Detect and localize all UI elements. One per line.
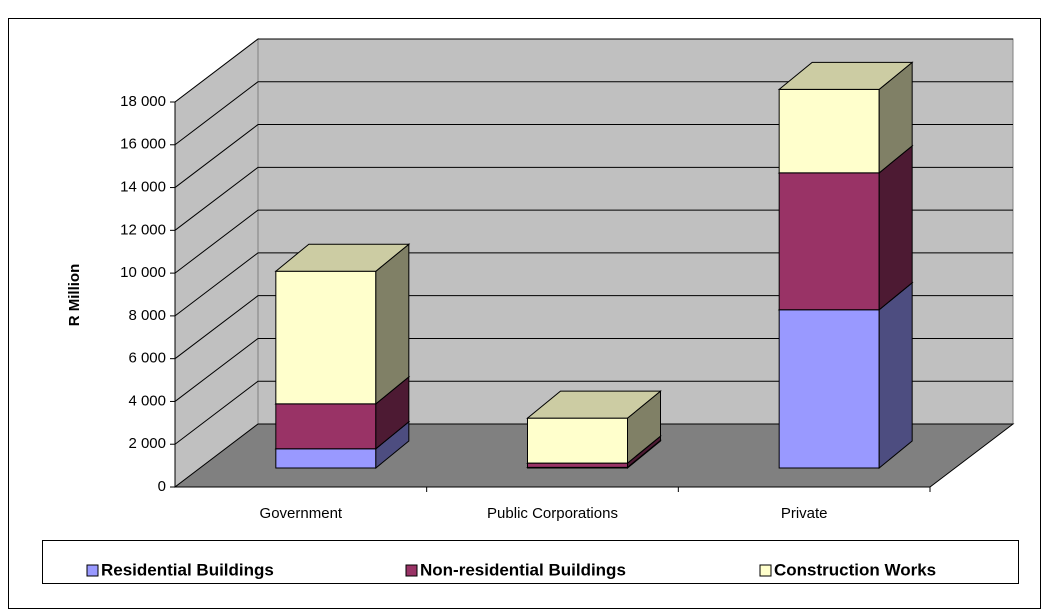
y-axis-title: R Million bbox=[66, 264, 83, 327]
x-tick-label: Government bbox=[260, 505, 343, 522]
bar-segment bbox=[275, 270, 377, 405]
x-tick-label: Public Corporations bbox=[487, 505, 618, 522]
x-tick-label: Private bbox=[781, 505, 828, 522]
grid-line bbox=[174, 166, 1013, 231]
grid-line bbox=[174, 295, 1013, 360]
y-tick-label: 10 000 bbox=[120, 264, 166, 281]
y-tick-label: 14 000 bbox=[120, 179, 166, 196]
bar-segment bbox=[778, 172, 880, 311]
y-tick-label: 2 000 bbox=[128, 435, 166, 452]
y-tick-label: 4 000 bbox=[128, 392, 166, 409]
y-tick-label: 12 000 bbox=[120, 221, 166, 238]
legend-label: Residential Buildings bbox=[101, 560, 274, 579]
side-wall bbox=[174, 37, 259, 489]
grid-line bbox=[174, 209, 1013, 274]
legend-swatch bbox=[405, 564, 418, 577]
grid-line bbox=[174, 124, 1013, 188]
bar-side bbox=[375, 243, 410, 405]
grid-line bbox=[174, 337, 1013, 402]
y-tick-label: 18 000 bbox=[120, 93, 166, 110]
y-tick-label: 16 000 bbox=[120, 136, 166, 153]
bar-segment bbox=[527, 462, 628, 468]
bar-segment bbox=[778, 88, 880, 174]
legend-label: Construction Works bbox=[774, 560, 936, 579]
grid-line bbox=[174, 252, 1013, 317]
legend-swatch bbox=[759, 564, 772, 577]
y-tick-label: 0 bbox=[158, 478, 166, 495]
legend-label: Non-residential Buildings bbox=[420, 560, 626, 579]
legend-box bbox=[42, 540, 1019, 584]
grid-line bbox=[174, 380, 1013, 445]
bar-segment bbox=[275, 403, 377, 450]
y-tick-label: 8 000 bbox=[128, 307, 166, 324]
bar-top bbox=[526, 390, 662, 419]
grid-line bbox=[174, 81, 1013, 146]
legend-swatch bbox=[86, 564, 99, 577]
bar-top bbox=[274, 243, 411, 272]
bar-top bbox=[777, 61, 914, 90]
bar-segment bbox=[275, 448, 377, 469]
y-tick-label: 6 000 bbox=[128, 350, 166, 367]
bar-side bbox=[878, 144, 913, 311]
grid-line bbox=[174, 38, 1013, 103]
bar-segment bbox=[778, 309, 880, 469]
bar-segment bbox=[527, 417, 628, 464]
bar-side bbox=[878, 281, 913, 470]
